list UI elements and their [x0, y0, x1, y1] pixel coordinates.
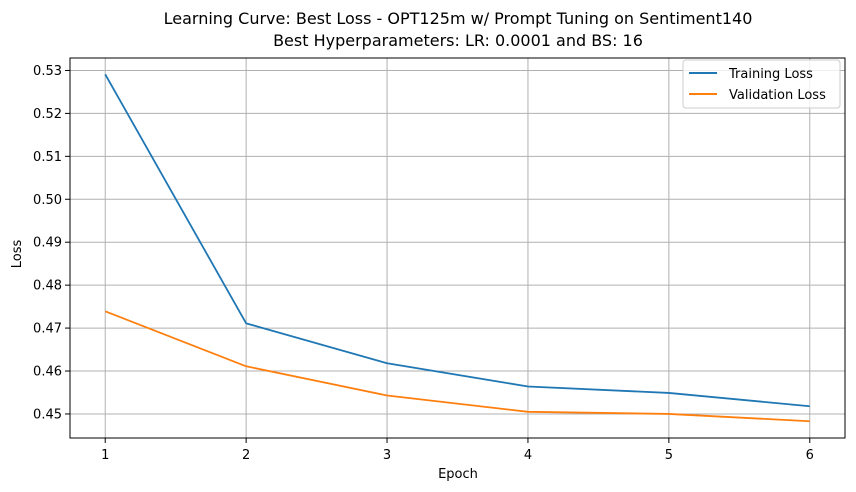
x-axis-label: Epoch: [438, 467, 478, 482]
plot-frame: [69, 57, 846, 439]
legend: Training Loss Validation Loss: [682, 59, 841, 109]
y-tick-label: 0.46: [33, 365, 62, 380]
y-tick-label: 0.53: [33, 64, 62, 79]
y-tick-label: 0.50: [33, 193, 62, 208]
series-line-validation-loss: [104, 310, 810, 423]
y-tick-label: 0.52: [33, 107, 62, 122]
x-tick-label: 2: [242, 448, 250, 463]
grid-lines: [70, 58, 845, 438]
x-tick-label: 1: [101, 448, 109, 463]
chart-subtitle: Best Hyperparameters: LR: 0.0001 and BS:…: [273, 31, 643, 50]
x-tick-label: 3: [383, 448, 391, 463]
y-tick-label: 0.45: [33, 407, 62, 422]
y-tick-label: 0.51: [33, 150, 62, 165]
axis-ticks: 1 2 3 4 5 6 0.45 0.46 0.47 0.48 0.49 0.50 0.51 0.52 0.…: [33, 64, 814, 463]
legend-label-training-loss: Training Loss: [728, 67, 813, 82]
x-tick-label: 4: [524, 448, 532, 463]
legend-label-validation-loss: Validation Loss: [729, 88, 826, 103]
x-tick-label: 6: [806, 448, 814, 463]
y-tick-label: 0.47: [33, 322, 62, 337]
x-tick-label: 5: [665, 448, 673, 463]
chart-title: Learning Curve: Best Loss - OPT125m w/ P…: [164, 9, 753, 28]
series-lines: [104, 73, 810, 423]
y-axis-label: Loss: [10, 240, 25, 269]
y-tick-label: 0.49: [33, 236, 62, 251]
legend-box: [682, 59, 841, 109]
y-tick-label: 0.48: [33, 279, 62, 294]
series-line-training-loss: [104, 73, 810, 408]
